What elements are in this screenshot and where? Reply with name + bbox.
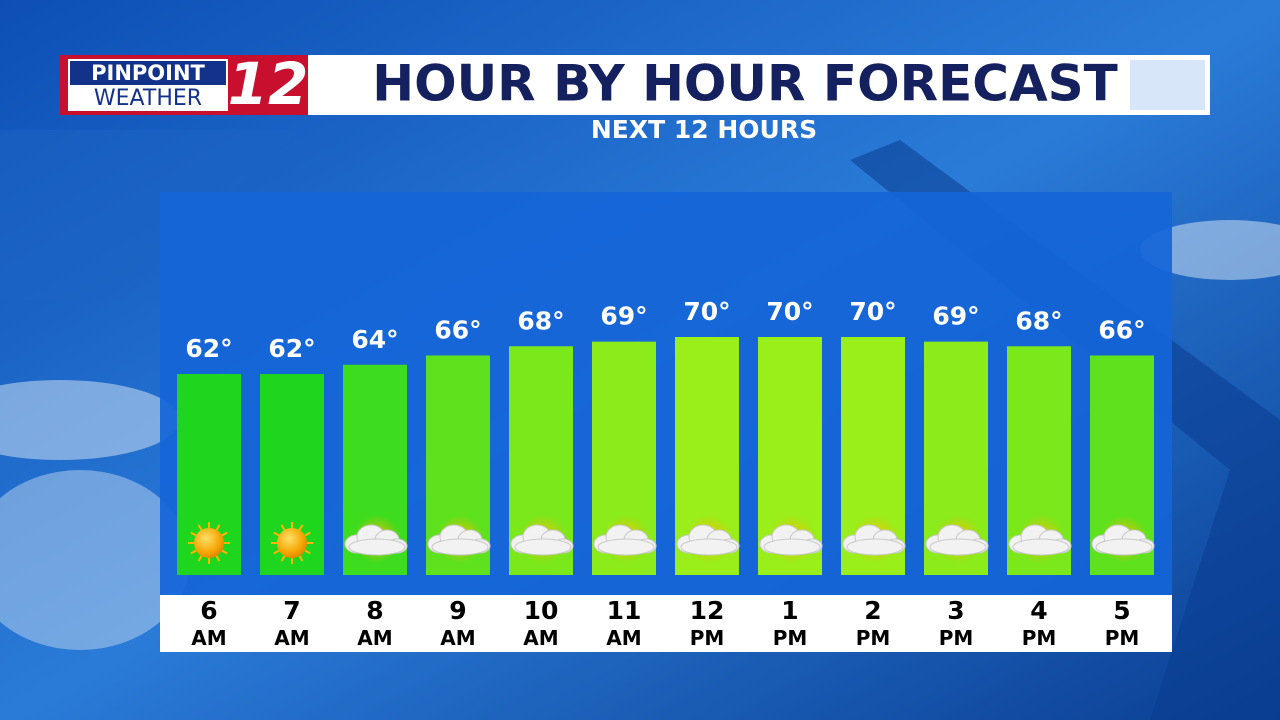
x-tick-label: 11 AM: [606, 596, 641, 650]
partly-cloudy-icon: [759, 515, 823, 563]
value-label: 69°: [600, 302, 647, 331]
sun-disc: [277, 528, 307, 558]
x-tick-label: 4 PM: [1022, 596, 1057, 650]
cloud-puff: [348, 538, 406, 556]
sun-ray: [304, 549, 311, 555]
cloud-bg: [0, 380, 180, 460]
x-tick-label: 9 AM: [440, 596, 475, 650]
banner-accent: [1130, 60, 1205, 110]
cloud-puff: [929, 538, 987, 556]
sun-icon: [271, 522, 313, 564]
sun-ray: [221, 549, 228, 555]
cloud-puff: [431, 538, 489, 556]
x-tick-label: 2 PM: [856, 596, 891, 650]
sun-disc: [194, 528, 224, 558]
partly-cloudy-icon: [842, 515, 906, 563]
value-label: 68°: [517, 306, 564, 335]
x-tick-label: 10 AM: [523, 596, 558, 650]
logo-number: 12: [228, 50, 309, 118]
sun-ray: [298, 555, 304, 562]
sun-icon: [188, 522, 230, 564]
cloud-puff: [1012, 538, 1070, 556]
value-label: 66°: [434, 316, 481, 345]
cloud-bg: [0, 470, 190, 650]
value-label: 62°: [185, 334, 232, 363]
diagonal-shape: [850, 140, 1280, 720]
cloud-puff: [763, 538, 821, 556]
x-tick-label: 8 AM: [357, 596, 392, 650]
value-label: 66°: [1098, 316, 1145, 345]
value-label: 70°: [849, 297, 896, 326]
partly-cloudy-icon: [676, 515, 740, 563]
cloud-puff: [846, 538, 904, 556]
sun-ray: [190, 549, 197, 555]
partly-cloudy-icon: [925, 515, 989, 563]
label-strip: [160, 595, 1172, 652]
x-tick-label: 1 PM: [773, 596, 808, 650]
logo-top: [70, 61, 226, 85]
x-tick-label: 3 PM: [939, 596, 974, 650]
x-tick-label: 7 AM: [274, 596, 309, 650]
chart-title: HOUR BY HOUR FORECAST: [372, 55, 1118, 113]
x-tick-label: 5 PM: [1105, 596, 1140, 650]
value-label: 70°: [766, 297, 813, 326]
partly-cloudy-icon: [344, 515, 408, 563]
value-label: 68°: [1015, 306, 1062, 335]
partly-cloudy-icon: [1008, 515, 1072, 563]
cloud-puff: [514, 538, 572, 556]
cloud-bg: [1140, 220, 1280, 280]
bars: 62° 6 AM 62° 7 AM 64° 8 AM 66° 9 AM 68° 10 AM 69° 11 AM 70…: [177, 297, 1155, 650]
sun-ray: [197, 524, 203, 531]
sun-ray: [280, 555, 286, 562]
sun-ray: [197, 555, 203, 562]
sun-ray: [298, 524, 304, 531]
chart-panel: [160, 192, 1172, 595]
sun-ray: [280, 524, 286, 531]
cloud-puff: [1095, 538, 1153, 556]
value-label: 69°: [932, 302, 979, 331]
x-tick-label: 6 AM: [191, 596, 226, 650]
sun-ray: [221, 531, 228, 537]
value-label: 70°: [683, 297, 730, 326]
logo-line1: PINPOINT: [91, 61, 205, 85]
sun-ray: [273, 549, 280, 555]
cloud-puff: [597, 538, 655, 556]
sun-ray: [304, 531, 311, 537]
sun-ray: [215, 555, 221, 562]
chart-subtitle: NEXT 12 HOURS: [591, 115, 817, 144]
partly-cloudy-icon: [593, 515, 657, 563]
value-label: 64°: [351, 325, 398, 354]
value-label: 62°: [268, 334, 315, 363]
sun-ray: [215, 524, 221, 531]
partly-cloudy-icon: [427, 515, 491, 563]
x-tick-label: 12 PM: [690, 596, 725, 650]
sun-ray: [273, 531, 280, 537]
cloud-puff: [680, 538, 738, 556]
sun-ray: [190, 531, 197, 537]
partly-cloudy-icon: [1091, 515, 1155, 563]
diagonal-shape: [0, 130, 300, 300]
logo-line2: WEATHER: [94, 86, 202, 111]
partly-cloudy-icon: [510, 515, 574, 563]
